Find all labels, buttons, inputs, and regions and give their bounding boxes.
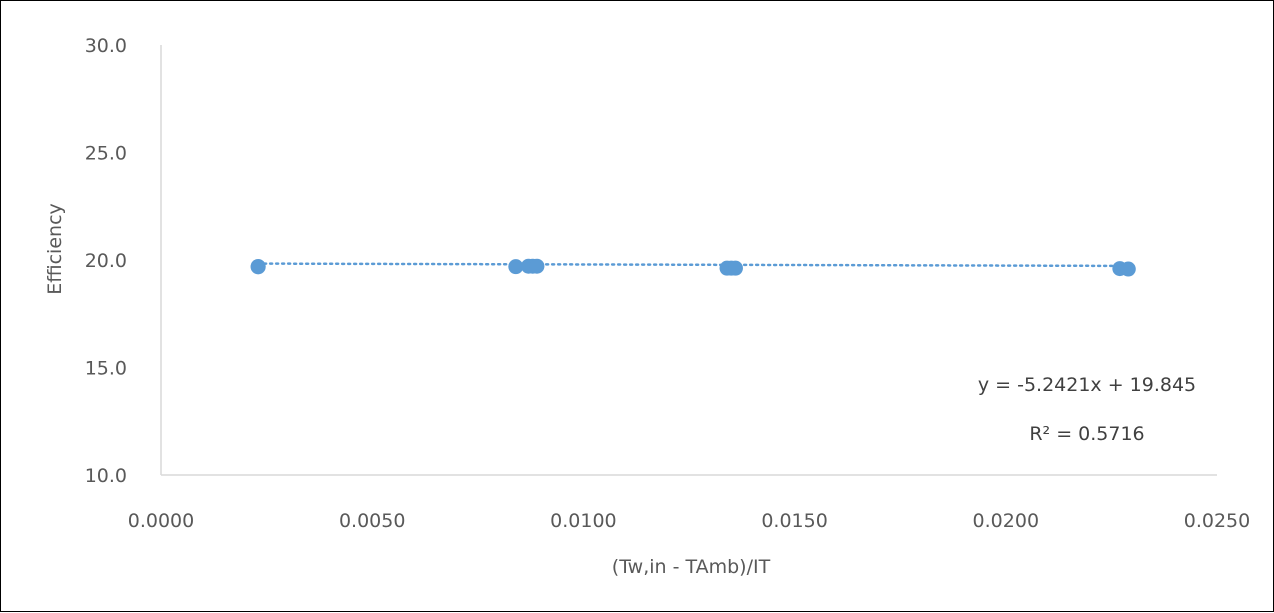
data-point [1120, 261, 1136, 277]
x-tick-labels: 0.0000 0.0050 0.0100 0.0150 0.0200 0.0250 [128, 510, 1250, 532]
y-tick-label: 10.0 [85, 465, 127, 487]
trendline-r-squared: R² = 0.5716 [1029, 423, 1144, 445]
data-points [250, 258, 1136, 277]
data-point [250, 259, 266, 275]
data-point [508, 259, 524, 275]
y-tick-labels: 10.0 15.0 20.0 25.0 30.0 [85, 35, 127, 487]
y-tick-label: 15.0 [85, 358, 127, 380]
x-tick-label: 0.0000 [128, 510, 194, 532]
y-tick-label: 30.0 [85, 35, 127, 57]
x-tick-label: 0.0100 [550, 510, 616, 532]
y-axis-title: Efficiency [44, 203, 66, 295]
x-tick-label: 0.0200 [973, 510, 1039, 532]
trendline-equation: y = -5.2421x + 19.845 [978, 374, 1196, 396]
x-axis-title: (Tw,in - TAmb)/IT [612, 556, 771, 578]
y-tick-label: 25.0 [85, 143, 127, 165]
trendline-group [256, 262, 1130, 268]
data-point [727, 260, 743, 276]
x-tick-label: 0.0150 [761, 510, 827, 532]
data-point [529, 258, 545, 274]
x-tick-label: 0.0250 [1184, 510, 1250, 532]
y-tick-label: 20.0 [85, 250, 127, 272]
axes [160, 45, 1217, 476]
trendline [256, 262, 1130, 268]
x-tick-label: 0.0050 [339, 510, 405, 532]
